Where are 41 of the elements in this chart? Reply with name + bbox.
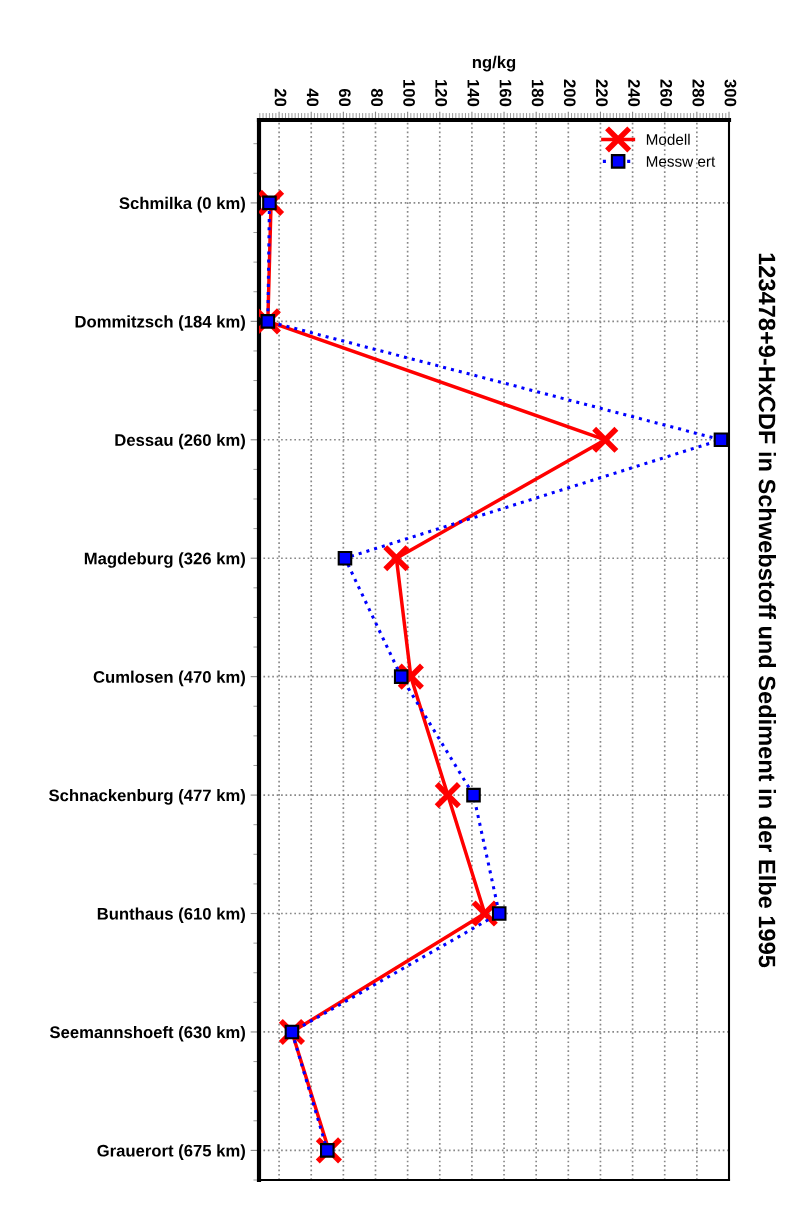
y-tick-label: Dessau (260 km) [115, 433, 245, 450]
point [320, 1143, 335, 1158]
point [393, 669, 409, 684]
text: 123478+9-HxCDF in Schwebstoff und Sediment in der Elbe 1995 [758, 253, 777, 968]
point [470, 899, 499, 928]
y-tick-label: Schmilka (0 km) [119, 196, 245, 213]
point [284, 1024, 300, 1040]
y-tick-label: Grauerort (675 km) [97, 1144, 245, 1160]
point [466, 787, 481, 803]
point [491, 906, 507, 921]
point [713, 432, 729, 448]
x-tick-label: 120 [435, 80, 448, 107]
point [262, 195, 277, 211]
x-tick-label: 40 [306, 88, 319, 107]
point [591, 425, 620, 454]
x-tick-label: 160 [499, 80, 512, 107]
y-tick-label: Dommitzsch (184 km) [75, 315, 245, 331]
x-axis-title: ng/kg [472, 55, 516, 72]
x-tick-label: 200 [563, 79, 576, 107]
y-tick-label: Magdeburg (326 km) [84, 552, 245, 568]
legend-label: Messw ert [646, 156, 716, 167]
y-tick-label: Schnackenburg (477 km) [49, 789, 245, 805]
legend-label: Modell [646, 133, 690, 145]
point [337, 550, 353, 566]
x-tick-label: 100 [403, 80, 415, 107]
x-tick-label: 220 [595, 79, 608, 107]
x-tick-label: 140 [467, 80, 480, 107]
x-tick-label: 260 [660, 79, 673, 107]
y-tick-label: Bunthaus (610 km) [97, 907, 245, 924]
y-tick-label: Seemannshoeft (630 km) [49, 1025, 245, 1042]
x-tick-label: 280 [692, 79, 705, 107]
x-tick-label: 60 [338, 88, 351, 107]
y-tick-label: Cumlosen (470 km) [93, 670, 245, 687]
point [433, 781, 462, 809]
x-tick-label: 80 [371, 88, 383, 107]
x-tick-label: 240 [628, 79, 640, 107]
x-tick-label: 180 [531, 80, 544, 107]
point [382, 544, 411, 573]
point [260, 314, 276, 329]
x-tick-label: 20 [274, 88, 287, 107]
x-tick-label: 300 [724, 79, 737, 107]
